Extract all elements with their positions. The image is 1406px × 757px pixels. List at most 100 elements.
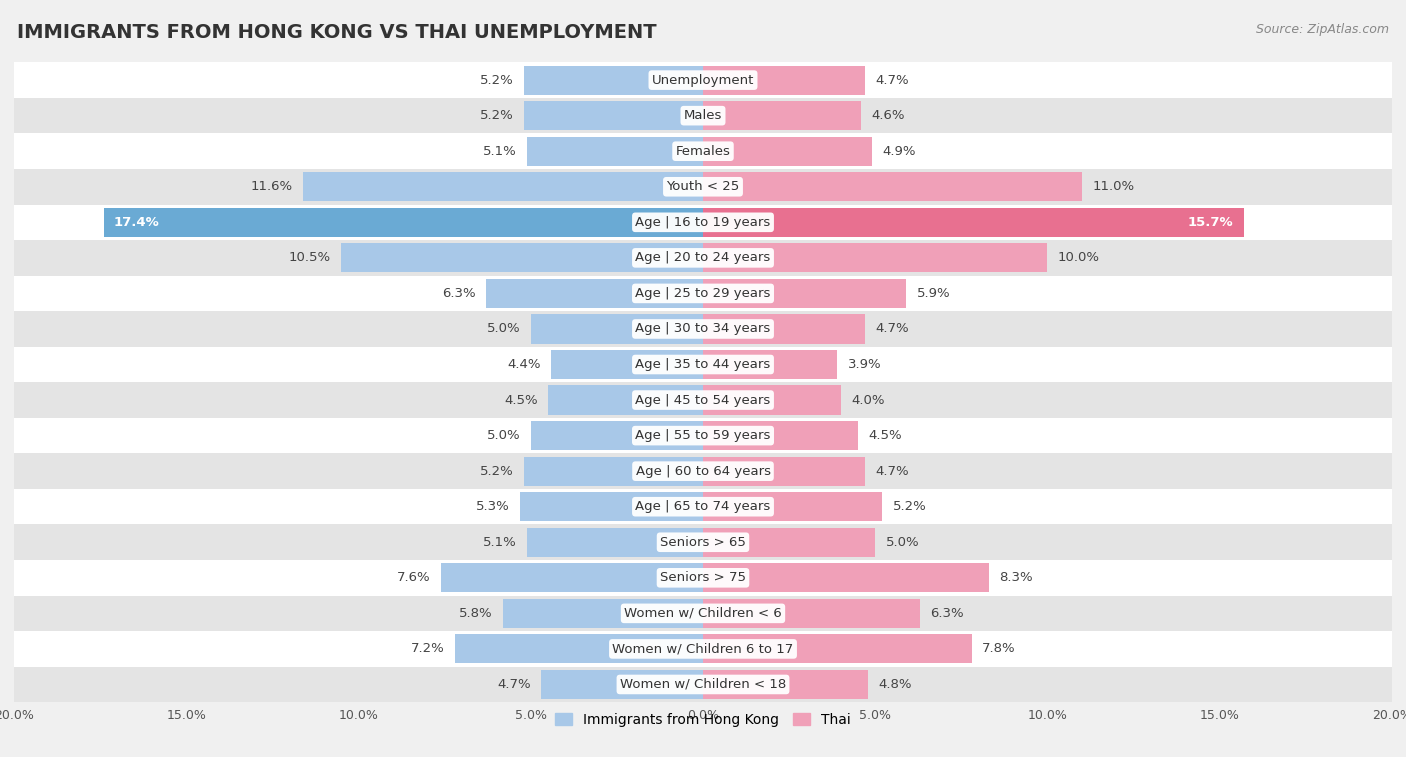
Legend: Immigrants from Hong Kong, Thai: Immigrants from Hong Kong, Thai xyxy=(550,707,856,733)
Text: 7.8%: 7.8% xyxy=(981,643,1015,656)
Bar xyxy=(14,667,1392,702)
Bar xyxy=(703,385,841,415)
Bar xyxy=(14,489,1392,525)
Bar xyxy=(703,599,920,628)
Text: 11.0%: 11.0% xyxy=(1092,180,1135,193)
Bar xyxy=(524,101,703,130)
Text: 5.2%: 5.2% xyxy=(479,465,513,478)
Bar xyxy=(703,66,865,95)
Text: 4.7%: 4.7% xyxy=(875,73,908,86)
Bar xyxy=(14,62,1392,98)
Bar xyxy=(531,314,703,344)
Text: 5.0%: 5.0% xyxy=(886,536,920,549)
Text: Age | 65 to 74 years: Age | 65 to 74 years xyxy=(636,500,770,513)
Text: 4.7%: 4.7% xyxy=(875,465,908,478)
Bar xyxy=(703,207,1244,237)
Bar xyxy=(703,279,907,308)
Bar xyxy=(342,243,703,273)
Bar xyxy=(14,276,1392,311)
Text: Age | 55 to 59 years: Age | 55 to 59 years xyxy=(636,429,770,442)
Text: 10.5%: 10.5% xyxy=(288,251,330,264)
Bar xyxy=(304,172,703,201)
Bar xyxy=(703,563,988,593)
Bar xyxy=(14,311,1392,347)
Text: Youth < 25: Youth < 25 xyxy=(666,180,740,193)
Text: 4.0%: 4.0% xyxy=(851,394,884,407)
Text: 5.2%: 5.2% xyxy=(479,73,513,86)
Text: 4.7%: 4.7% xyxy=(875,322,908,335)
Text: 4.4%: 4.4% xyxy=(508,358,541,371)
Text: Unemployment: Unemployment xyxy=(652,73,754,86)
Bar xyxy=(541,670,703,699)
Bar xyxy=(14,418,1392,453)
Text: Age | 16 to 19 years: Age | 16 to 19 years xyxy=(636,216,770,229)
Text: Women w/ Children 6 to 17: Women w/ Children 6 to 17 xyxy=(613,643,793,656)
Bar xyxy=(703,421,858,450)
Text: Women w/ Children < 18: Women w/ Children < 18 xyxy=(620,678,786,691)
Bar xyxy=(14,169,1392,204)
Bar xyxy=(14,98,1392,133)
Bar xyxy=(703,492,882,522)
Bar xyxy=(14,347,1392,382)
Bar xyxy=(548,385,703,415)
Text: Males: Males xyxy=(683,109,723,122)
Bar xyxy=(486,279,703,308)
Bar xyxy=(703,314,865,344)
Text: 7.2%: 7.2% xyxy=(411,643,444,656)
Text: 7.6%: 7.6% xyxy=(398,572,430,584)
Bar xyxy=(14,382,1392,418)
Text: Age | 45 to 54 years: Age | 45 to 54 years xyxy=(636,394,770,407)
Bar xyxy=(703,670,869,699)
Text: Females: Females xyxy=(675,145,731,157)
Text: 10.0%: 10.0% xyxy=(1057,251,1099,264)
Text: Seniors > 65: Seniors > 65 xyxy=(659,536,747,549)
Text: Age | 35 to 44 years: Age | 35 to 44 years xyxy=(636,358,770,371)
Bar xyxy=(520,492,703,522)
Text: 4.8%: 4.8% xyxy=(879,678,912,691)
Bar xyxy=(703,136,872,166)
Text: 4.7%: 4.7% xyxy=(498,678,531,691)
Text: Seniors > 75: Seniors > 75 xyxy=(659,572,747,584)
Text: 5.3%: 5.3% xyxy=(477,500,510,513)
Text: 15.7%: 15.7% xyxy=(1188,216,1233,229)
Bar xyxy=(703,528,875,557)
Text: 6.3%: 6.3% xyxy=(931,607,965,620)
Text: 8.3%: 8.3% xyxy=(1000,572,1033,584)
Bar xyxy=(551,350,703,379)
Bar xyxy=(527,528,703,557)
Bar xyxy=(703,243,1047,273)
Bar xyxy=(531,421,703,450)
Bar xyxy=(703,172,1083,201)
Text: 4.6%: 4.6% xyxy=(872,109,905,122)
Bar xyxy=(14,453,1392,489)
Text: 4.5%: 4.5% xyxy=(503,394,537,407)
Bar xyxy=(14,133,1392,169)
Bar xyxy=(14,631,1392,667)
Text: Age | 20 to 24 years: Age | 20 to 24 years xyxy=(636,251,770,264)
Bar xyxy=(503,599,703,628)
Text: 5.0%: 5.0% xyxy=(486,429,520,442)
Bar xyxy=(456,634,703,663)
Bar xyxy=(703,634,972,663)
Text: 17.4%: 17.4% xyxy=(114,216,160,229)
Bar xyxy=(703,101,862,130)
Bar xyxy=(441,563,703,593)
Text: 4.9%: 4.9% xyxy=(882,145,915,157)
Text: 5.2%: 5.2% xyxy=(893,500,927,513)
Bar xyxy=(524,456,703,486)
Text: 5.9%: 5.9% xyxy=(917,287,950,300)
Bar xyxy=(527,136,703,166)
Text: 5.8%: 5.8% xyxy=(460,607,494,620)
Text: Age | 25 to 29 years: Age | 25 to 29 years xyxy=(636,287,770,300)
Text: Source: ZipAtlas.com: Source: ZipAtlas.com xyxy=(1256,23,1389,36)
Text: Women w/ Children < 6: Women w/ Children < 6 xyxy=(624,607,782,620)
Bar xyxy=(14,596,1392,631)
Text: 5.0%: 5.0% xyxy=(486,322,520,335)
Text: 5.1%: 5.1% xyxy=(484,145,517,157)
Bar xyxy=(524,66,703,95)
Bar xyxy=(14,240,1392,276)
Text: 6.3%: 6.3% xyxy=(441,287,475,300)
Text: 3.9%: 3.9% xyxy=(848,358,882,371)
Bar xyxy=(14,525,1392,560)
Text: Age | 60 to 64 years: Age | 60 to 64 years xyxy=(636,465,770,478)
